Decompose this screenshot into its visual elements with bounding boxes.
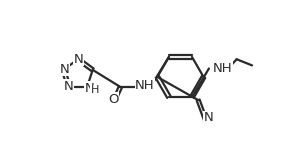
Text: NH: NH <box>135 79 155 92</box>
Text: N: N <box>85 82 94 95</box>
Text: O: O <box>108 93 119 106</box>
Text: N: N <box>59 63 69 76</box>
Text: N: N <box>204 111 214 124</box>
Text: H: H <box>91 85 99 95</box>
Text: NH: NH <box>213 62 233 75</box>
Text: N: N <box>63 80 73 93</box>
Text: N: N <box>74 53 84 66</box>
